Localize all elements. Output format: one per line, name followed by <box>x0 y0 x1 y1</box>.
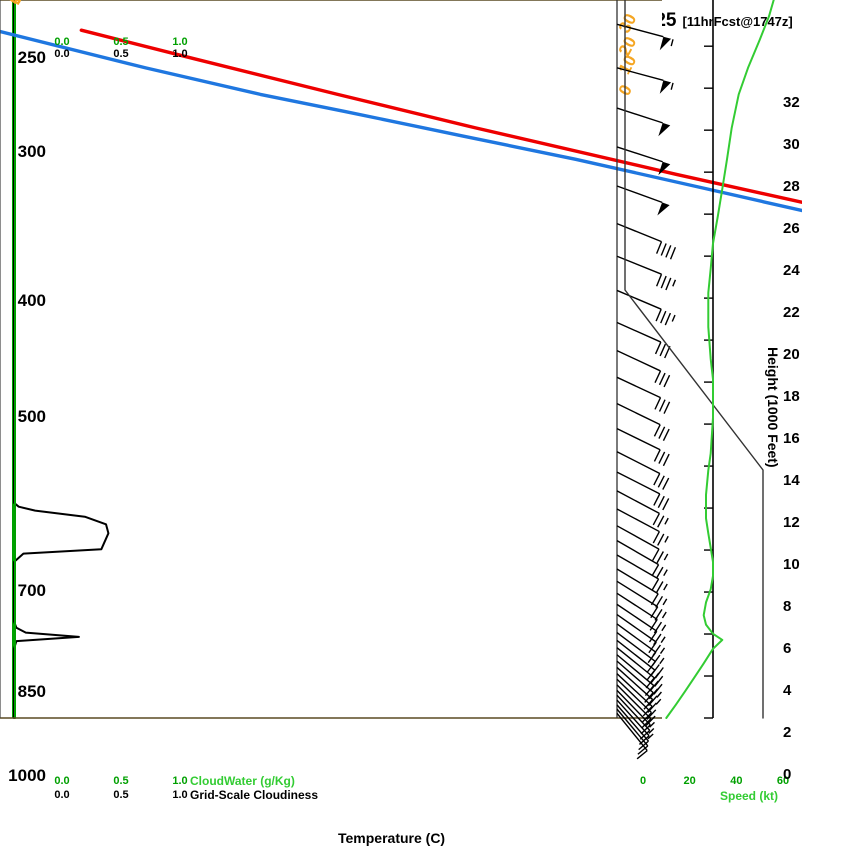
isotherm-label: 0 <box>5 0 26 8</box>
wind-barb <box>616 684 655 729</box>
height-tick-22: 22 <box>783 304 800 322</box>
wind-barb <box>616 673 657 720</box>
isotherm-label: -10 <box>5 0 33 8</box>
speed-axis-label: Speed (kt) <box>720 789 779 803</box>
cloudiness-top-tick-0.5: 0.5 <box>113 48 129 60</box>
speed-tick-20: 20 <box>683 775 696 787</box>
cloudiness-axis-label: Grid-Scale Cloudiness <box>190 788 319 802</box>
cloudiness-bottom-tick-1.0: 1.0 <box>172 789 188 801</box>
speed-tick-0: 0 <box>639 775 647 787</box>
pressure-tick-300: 300 <box>17 142 46 162</box>
wind-barb <box>616 508 669 546</box>
wind-barb <box>616 403 670 442</box>
height-tick-16: 16 <box>783 430 800 448</box>
speed-tick-60: 60 <box>776 775 790 787</box>
cloudwater-top-tick-0.5: 0.5 <box>113 36 129 48</box>
cloudwater-top-tick-0.0: 0.0 <box>54 36 70 48</box>
cloudiness-bottom-tick-0.5: 0.5 <box>113 789 129 801</box>
height-axis: 0 2 4 6 8 10 12 14 16 18 20 22 24 26 28 30 32 Height (100… <box>761 57 850 783</box>
pressure-tick-850: 850 <box>17 681 46 701</box>
height-tick-26: 26 <box>783 220 800 238</box>
wind-barb <box>616 350 671 388</box>
wind-barb <box>616 708 649 755</box>
isotherm-label: 10 <box>5 0 31 8</box>
pressure-tick-400: 400 <box>17 291 46 311</box>
isotherm-label: -20 <box>5 0 33 8</box>
skewt-plot: 100-10-20-300102030 <box>0 0 802 760</box>
height-tick-32: 32 <box>783 94 800 112</box>
pressure-tick-250: 250 <box>17 48 46 67</box>
skewt-canvas: 100-10-20-300102030 <box>0 0 802 760</box>
temperature-curve <box>79 28 802 205</box>
wind-barb <box>616 592 667 634</box>
pressure-tick-700: 700 <box>17 581 46 601</box>
height-tick-8: 8 <box>783 598 792 616</box>
height-tick-30: 30 <box>783 136 800 154</box>
wind-barb <box>616 554 668 594</box>
height-tick-14: 14 <box>783 472 800 490</box>
bottom-axis: 0.0 0.5 1.0 CloudWater (g/Kg) 0.0 0.5 1.0 Grid-… <box>48 774 850 860</box>
cloudwater-axis-label: CloudWater (g/Kg) <box>190 774 295 788</box>
height-tick-0: 0 <box>783 766 792 783</box>
isotherm-label: -30 <box>5 0 33 8</box>
height-tick-4: 4 <box>783 682 792 700</box>
pressure-axis: 250 300 400 500 700 850 1000 <box>0 48 46 785</box>
height-tick-24: 24 <box>783 262 800 280</box>
height-tick-12: 12 <box>783 514 800 532</box>
height-tick-18: 18 <box>783 388 800 406</box>
wind-barb <box>616 376 671 414</box>
wind-barb <box>616 490 669 528</box>
temperature-axis-label: Temperature (C) <box>338 830 446 846</box>
wind-barbs <box>616 23 677 760</box>
plot-background <box>0 0 662 718</box>
cloudiness-top-tick-0.0: 0.0 <box>54 48 70 60</box>
wind-barb <box>616 471 670 511</box>
pressure-tick-500: 500 <box>17 407 46 426</box>
cloudiness-bottom-tick-0.0: 0.0 <box>54 789 70 801</box>
cloudwater-bottom-tick-0.5: 0.5 <box>113 775 129 787</box>
wind-barb <box>616 289 676 326</box>
dewpoint-curve <box>0 29 802 213</box>
cloudiness-top-tick-1.0: 1.0 <box>172 48 188 60</box>
wind-barb <box>616 451 670 490</box>
top-axis: 0.0 0.0 0.5 0.5 1.0 1.0 <box>48 36 710 60</box>
cloudwater-bottom-tick-1.0: 1.0 <box>172 775 188 787</box>
speed-tick-40: 40 <box>730 775 743 787</box>
wind-barb <box>616 689 655 735</box>
height-tick-28: 28 <box>783 178 800 196</box>
pressure-tick-1000: 1000 <box>8 766 46 785</box>
wind-barb <box>616 540 668 579</box>
cloudwater-bottom-tick-0.0: 0.0 <box>54 775 70 787</box>
height-tick-2: 2 <box>783 724 792 741</box>
wind-panel-boundary <box>624 0 764 719</box>
height-tick-10: 10 <box>783 556 800 574</box>
wind-barb <box>616 712 648 760</box>
wind-speed-curve <box>665 0 775 719</box>
height-tick-20: 20 <box>783 346 800 364</box>
height-tick-6: 6 <box>783 640 792 658</box>
wind-barb <box>616 428 670 467</box>
wind-barb <box>616 678 656 726</box>
wind-barb <box>616 525 669 564</box>
cloudwater-top-tick-1.0: 1.0 <box>172 36 188 48</box>
height-axis-label: Height (1000 Feet) <box>765 347 781 468</box>
